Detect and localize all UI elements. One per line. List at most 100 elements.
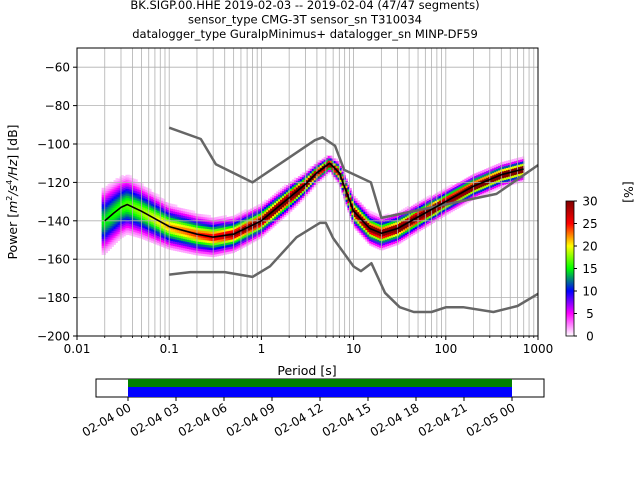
psd-heatmap-cell	[357, 211, 360, 215]
psd-heatmap-cell	[385, 218, 388, 222]
psd-heatmap-cell	[418, 212, 422, 216]
psd-heatmap-cell	[157, 208, 160, 211]
psd-heatmap-cell	[418, 210, 422, 213]
psd-heatmap-cell	[236, 213, 239, 217]
psd-heatmap-cell	[492, 168, 495, 171]
psd-heatmap-cell	[509, 164, 513, 167]
psd-heatmap-cell	[484, 189, 487, 193]
psd-heatmap-cell	[246, 229, 249, 232]
psd-heatmap-cell	[242, 238, 245, 241]
psd-heatmap-cell	[385, 225, 388, 229]
psd-heatmap-cell	[371, 225, 374, 229]
psd-heatmap-cell	[480, 180, 483, 183]
psd-heatmap-cell	[375, 220, 378, 224]
psd-heatmap-cell	[208, 244, 212, 248]
psd-heatmap-cell	[157, 210, 160, 214]
psd-heatmap-cell	[428, 211, 432, 214]
psd-heatmap-cell	[365, 227, 368, 231]
psd-heatmap-cell	[182, 245, 186, 249]
psd-heatmap-cell	[327, 160, 330, 164]
psd-heatmap-cell	[347, 189, 350, 192]
y-tick-label: −60	[45, 61, 70, 75]
psd-heatmap-cell	[389, 217, 392, 220]
psd-heatmap-cell	[513, 163, 517, 166]
psd-heatmap-cell	[224, 245, 227, 248]
psd-heatmap-cell	[192, 240, 196, 244]
psd-heatmap-cell	[238, 240, 241, 243]
psd-heatmap-cell	[521, 158, 525, 162]
psd-heatmap-cell	[153, 199, 156, 203]
psd-heatmap-cell	[299, 194, 303, 198]
psd-heatmap-cell	[151, 221, 154, 225]
psd-heatmap-cell	[171, 217, 174, 221]
psd-heatmap-cell	[305, 188, 309, 192]
psd-heatmap-cell	[135, 202, 138, 206]
psd-heatmap-cell	[226, 246, 229, 250]
psd-heatmap-cell	[488, 174, 491, 178]
psd-heatmap-cell	[139, 226, 142, 230]
psd-heatmap-cell	[454, 207, 457, 211]
psd-heatmap-cell	[272, 213, 275, 217]
psd-heatmap-cell	[387, 217, 390, 221]
psd-heatmap-cell	[163, 215, 166, 218]
psd-heatmap-cell	[406, 226, 410, 230]
psd-heatmap-cell	[311, 168, 315, 172]
psd-heatmap-cell	[141, 222, 144, 226]
psd-heatmap-cell	[494, 164, 497, 168]
psd-heatmap-cell	[490, 184, 493, 188]
psd-heatmap-cell	[484, 173, 487, 177]
psd-heatmap-cell	[105, 231, 108, 235]
psd-heatmap-cell	[480, 193, 483, 197]
psd-heatmap-cell	[137, 196, 140, 199]
psd-heatmap-cell	[200, 246, 204, 250]
psd-heatmap-cell	[230, 234, 233, 238]
psd-heatmap-cell	[397, 232, 400, 236]
psd-heatmap-cell	[385, 232, 388, 236]
psd-heatmap-cell	[186, 241, 190, 245]
psd-heatmap-cell	[361, 206, 364, 210]
psd-heatmap-cell	[478, 173, 481, 177]
psd-heatmap-cell	[234, 235, 237, 239]
psd-heatmap-cell	[266, 223, 269, 226]
psd-heatmap-cell	[167, 211, 170, 215]
psd-heatmap-cell	[194, 229, 198, 233]
psd-heatmap-cell	[438, 214, 441, 217]
psd-heatmap-cell	[339, 165, 342, 169]
psd-heatmap-cell	[145, 217, 148, 220]
psd-heatmap-cell	[369, 213, 372, 216]
psd-heatmap-cell	[359, 223, 362, 226]
psd-heatmap-cell	[307, 182, 311, 185]
psd-heatmap-cell	[252, 216, 255, 220]
psd-heatmap-cell	[297, 178, 301, 182]
psd-heatmap-cell	[272, 222, 275, 226]
psd-heatmap-cell	[274, 202, 277, 206]
psd-heatmap-cell	[105, 195, 108, 198]
psd-heatmap-cell	[400, 216, 404, 220]
psd-heatmap-cell	[161, 244, 164, 247]
x-tick-label: 0.1	[160, 342, 179, 356]
psd-heatmap-cell	[190, 251, 194, 255]
psd-heatmap-cell	[153, 236, 156, 240]
psd-heatmap-cell	[228, 251, 231, 254]
psd-heatmap-cell	[317, 162, 321, 165]
psd-heatmap-cell	[266, 216, 269, 220]
psd-heatmap-cell	[291, 202, 295, 206]
psd-heatmap-cell	[398, 236, 402, 239]
psd-heatmap-cell	[266, 227, 269, 231]
psd-heatmap-cell	[143, 216, 146, 220]
psd-heatmap-cell	[448, 192, 451, 195]
psd-heatmap-cell	[186, 243, 190, 247]
psd-heatmap-cell	[137, 216, 140, 220]
psd-heatmap-cell	[230, 232, 233, 235]
psd-heatmap-cell	[240, 241, 243, 245]
psd-heatmap-cell	[204, 239, 208, 243]
psd-heatmap-cell	[496, 168, 499, 172]
psd-heatmap-cell	[139, 198, 142, 202]
psd-heatmap-cell	[509, 159, 513, 163]
psd-heatmap-cell	[513, 158, 517, 162]
psd-heatmap-cell	[270, 203, 273, 207]
psd-heatmap-cell	[502, 182, 505, 186]
psd-heatmap-cell	[202, 246, 206, 250]
psd-heatmap-cell	[337, 174, 340, 178]
psd-heatmap-cell	[107, 248, 110, 252]
